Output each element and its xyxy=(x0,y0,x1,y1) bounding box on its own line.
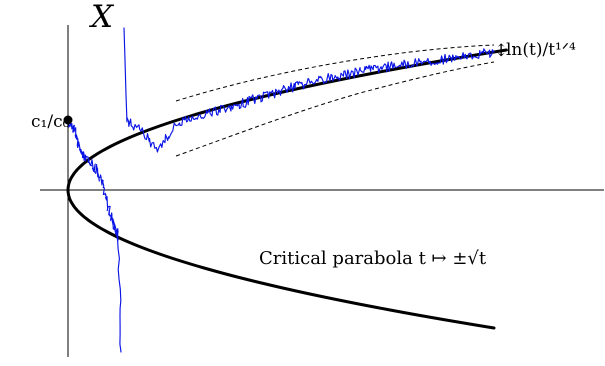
envelope-label: ln(t)/t¹ᐟ⁴ xyxy=(506,40,576,60)
envelope-arrow: ↕ xyxy=(494,41,508,61)
envelope-upper-bound xyxy=(175,44,495,102)
process-label: X xyxy=(89,0,115,35)
start-point-label: c₁/c₀ xyxy=(31,112,70,132)
parabola-caption: Critical parabola t ↦ ±√t xyxy=(259,248,487,269)
axes xyxy=(40,25,604,357)
trajectory-upper-branch xyxy=(123,27,495,153)
envelope-lower-bound xyxy=(175,61,495,157)
critical-parabola xyxy=(66,48,508,330)
start-point xyxy=(63,115,73,125)
trajectory-lower-branch xyxy=(66,116,122,353)
